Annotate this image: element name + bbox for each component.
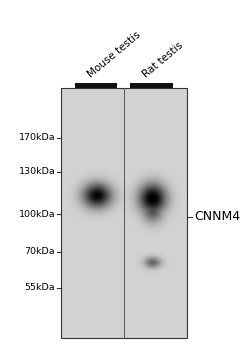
Text: 55kDa: 55kDa <box>25 284 55 293</box>
Text: Mouse testis: Mouse testis <box>86 30 143 80</box>
Text: 130kDa: 130kDa <box>18 167 55 176</box>
Text: 170kDa: 170kDa <box>18 133 55 142</box>
Bar <box>130 83 173 88</box>
Text: 100kDa: 100kDa <box>18 210 55 219</box>
Bar <box>61 88 187 338</box>
Text: 70kDa: 70kDa <box>25 247 55 256</box>
Text: CNNM4: CNNM4 <box>194 210 240 223</box>
Bar <box>75 83 117 88</box>
Text: Rat testis: Rat testis <box>141 41 185 80</box>
